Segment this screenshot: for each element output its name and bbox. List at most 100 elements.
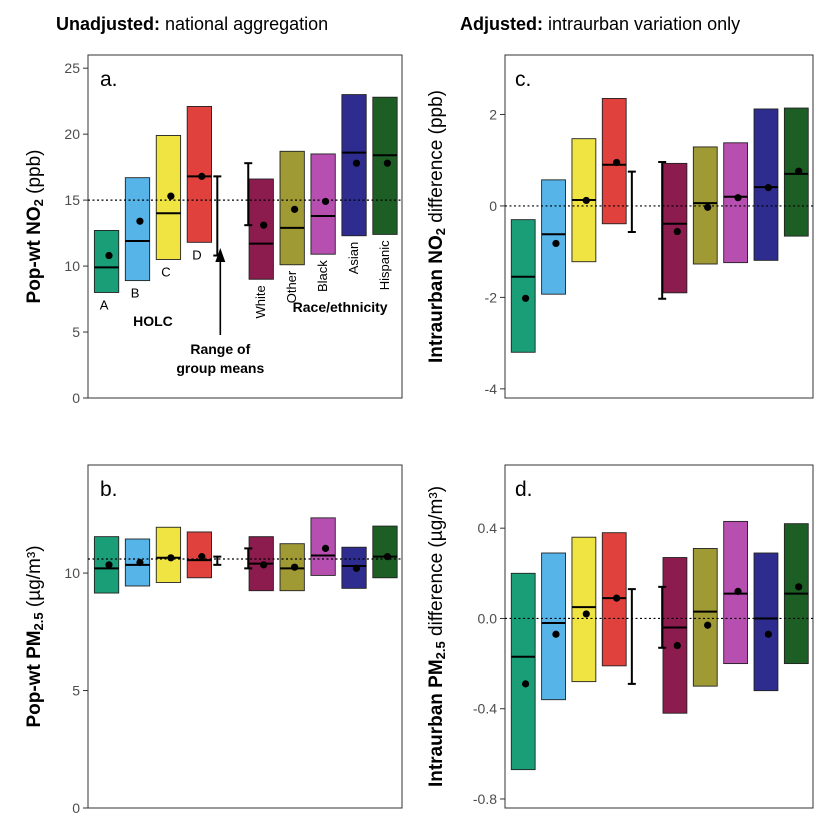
mean-point-b (552, 239, 560, 248)
box-a (510, 572, 536, 771)
mean-point-other (291, 205, 299, 213)
y-tick-label: 10 (64, 565, 80, 581)
mean-point-black (321, 197, 330, 206)
y-axis-label-unit: (ppb) (24, 150, 45, 200)
y-tick-label: 0 (489, 198, 497, 214)
y-axis-label: Intraurban PM2.5 difference (µg/m³) (426, 486, 448, 787)
holc-group-label: HOLC (133, 313, 173, 329)
mean-point-c (582, 196, 590, 205)
mean-point-white (260, 221, 268, 229)
left-column-header: Unadjusted: national aggregation (56, 14, 328, 34)
mean-point-white (673, 227, 681, 236)
mean-point-white (673, 641, 681, 650)
mean-point-d (198, 553, 206, 561)
box-white (248, 178, 274, 280)
y-tick-label: 20 (64, 126, 80, 142)
mean-point-a (521, 294, 530, 302)
y-axis-label-subscript: 2 (433, 228, 448, 235)
box-a (510, 219, 536, 353)
box-black (310, 153, 336, 255)
category-label-b: B (131, 286, 140, 301)
mean-point-other (704, 203, 712, 211)
mean-point-a (521, 680, 530, 688)
right-header-rest: intraurban variation only (543, 14, 740, 34)
mean-point-asian (764, 184, 772, 192)
box-black (723, 142, 749, 264)
y-axis-label-unit: (µg/m³) (24, 545, 45, 612)
y-tick-label: -4 (485, 381, 498, 397)
y-tick-label: 5 (72, 324, 80, 340)
mean-point-white (260, 561, 268, 569)
mean-point-asian (352, 159, 361, 167)
y-tick-label: 0.0 (478, 610, 498, 626)
mean-point-black (734, 194, 742, 202)
mean-point-asian (764, 630, 772, 638)
category-label-asian: Asian (346, 242, 361, 275)
panel-d: -0.8 -0.4 0.0 0.4 d. Intraurban PM2.5 differe… (426, 464, 814, 809)
mean-point-a (105, 251, 113, 260)
panel-label: b. (100, 478, 118, 501)
box-c (155, 526, 182, 583)
y-axis-label-main: Pop-wt NO (24, 206, 45, 303)
y-axis-label-subscript: 2 (31, 199, 46, 206)
y-axis-label-main: Pop-wt PM (24, 630, 45, 727)
plot-frame (87, 54, 403, 399)
y-axis-label: Pop-wt NO2 (ppb) (24, 150, 46, 304)
mean-point-asian (352, 564, 361, 572)
category-label-hispanic: Hispanic (377, 240, 392, 290)
mean-point-hispanic (795, 167, 803, 175)
mean-point-black (734, 587, 742, 595)
box-asian (753, 552, 779, 692)
y-tick-label: 25 (64, 60, 80, 76)
mean-point-c (582, 610, 590, 618)
mean-point-c (167, 192, 175, 200)
y-tick-label: 5 (72, 683, 80, 699)
box-hispanic (372, 525, 398, 579)
plot-frame (504, 464, 814, 809)
mean-point-black (321, 544, 330, 553)
box-b (541, 179, 566, 295)
mean-point-other (704, 621, 712, 629)
y-tick-label: 10 (64, 258, 80, 274)
y-axis-label: Pop-wt PM2.5 (µg/m³) (24, 545, 46, 727)
y-tick-label: 0.4 (478, 520, 498, 536)
mean-point-d (198, 172, 206, 180)
box-hispanic (372, 96, 398, 235)
y-axis-label-unit: difference (ppb) (426, 90, 447, 228)
mean-point-hispanic (383, 553, 392, 561)
mean-point-d (613, 158, 621, 167)
y-axis-label-unit: difference (µg/m³) (426, 486, 447, 641)
box-c (571, 536, 597, 683)
mean-point-b (136, 558, 144, 567)
panel-label: c. (515, 68, 531, 91)
box-white (662, 162, 688, 294)
panel-label: a. (100, 68, 118, 91)
left-header-rest: national aggregation (160, 14, 328, 34)
box-asian (753, 108, 779, 261)
race-group-label: Race/ethnicity (293, 299, 388, 315)
plot-frame (87, 464, 403, 809)
mean-point-hispanic (795, 583, 803, 591)
mean-point-a (105, 561, 113, 569)
mean-point-c (167, 554, 175, 562)
category-label-other: Other (284, 270, 299, 303)
mean-point-hispanic (383, 159, 392, 167)
category-label-white: White (253, 285, 268, 318)
y-axis-label: Intraurban NO2 difference (ppb) (426, 90, 448, 363)
range-label-line1: Range of (190, 341, 250, 357)
box-other (692, 548, 718, 687)
y-axis-label-subscript: 2.5 (31, 612, 46, 630)
box-b (124, 538, 151, 587)
category-label-c: C (161, 264, 170, 279)
y-tick-label: 15 (64, 192, 80, 208)
category-label-a: A (100, 297, 109, 312)
category-label-d: D (192, 247, 201, 262)
panel-a: 0 5 10 15 20 25 a. Pop-wt NO2 (ppb) A B C D White Oth… (24, 54, 403, 406)
panel-b: 0 5 10 b. Pop-wt PM2.5 (µg/m³) (24, 464, 403, 816)
box-a (93, 230, 120, 293)
y-tick-label: -0.8 (473, 791, 497, 807)
box-other (279, 150, 305, 266)
